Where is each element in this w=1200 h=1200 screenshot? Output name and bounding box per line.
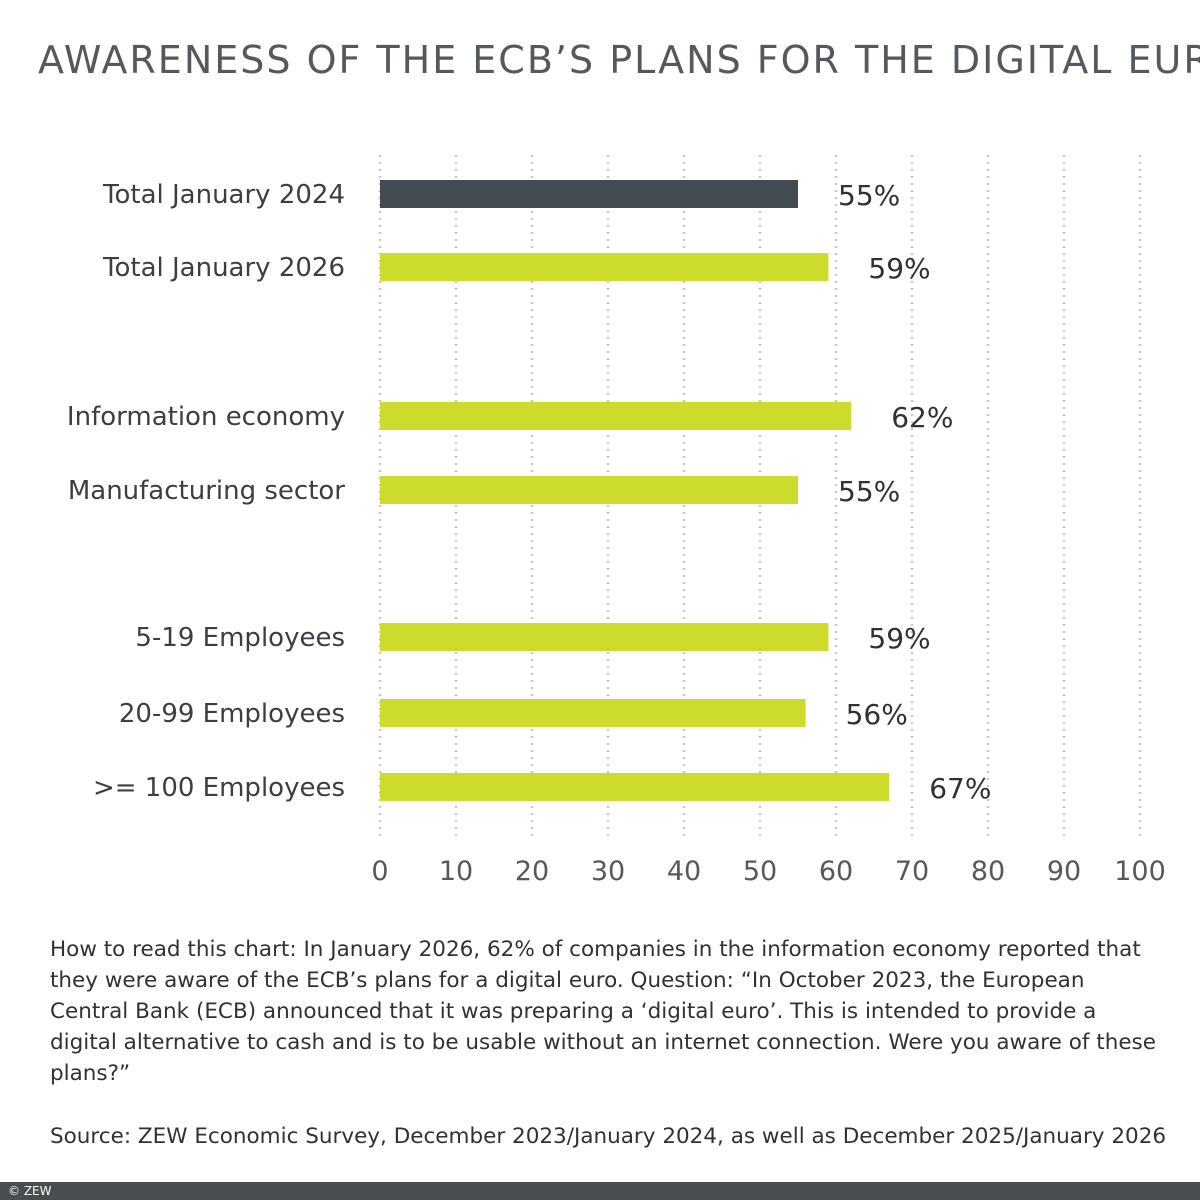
bar [380, 180, 798, 208]
x-tick-label: 40 [667, 856, 701, 887]
value-label: 56% [846, 698, 908, 731]
bar [380, 253, 829, 281]
value-label: 55% [838, 475, 900, 508]
x-tick-label: 60 [819, 856, 853, 887]
value-label: 55% [838, 179, 900, 212]
bar [380, 402, 852, 430]
x-tick-label: 100 [1114, 856, 1166, 887]
bar [380, 623, 829, 651]
x-tick-label: 10 [439, 856, 473, 887]
bar-chart: 0 10 20 30 40 50 60 70 80 90 100 Total January 2024… [67, 155, 1166, 887]
value-label: 59% [868, 622, 930, 655]
category-label: >= 100 Employees [93, 773, 345, 803]
category-label: Total January 2024 [102, 180, 345, 210]
value-label: 67% [929, 772, 991, 805]
x-tick-label: 90 [1047, 856, 1081, 887]
value-label: 62% [891, 401, 953, 434]
x-tick-label: 0 [371, 856, 388, 887]
category-label: 5-19 Employees [135, 623, 345, 653]
category-label: Information economy [67, 402, 345, 432]
x-tick-label: 20 [515, 856, 549, 887]
chart-reading-note: How to read this chart: In January 2026,… [50, 937, 1156, 1086]
x-tick-label: 70 [895, 856, 929, 887]
category-label: Manufacturing sector [68, 476, 345, 506]
footer-bar: © ZEW [0, 1182, 1200, 1200]
category-label: Total January 2026 [102, 253, 345, 283]
value-label: 59% [868, 252, 930, 285]
x-tick-label: 80 [971, 856, 1005, 887]
category-label: 20-99 Employees [119, 699, 345, 729]
x-tick-label: 50 [743, 856, 777, 887]
bar [380, 476, 798, 504]
bar [380, 699, 806, 727]
chart-title: AWARENESS OF THE ECB’S PLANS FOR THE DIG… [38, 38, 1200, 82]
source-note: Source: ZEW Economic Survey, December 20… [50, 1124, 1167, 1149]
bar [380, 773, 890, 801]
copyright-label: © ZEW [8, 1184, 52, 1198]
x-tick-label: 30 [591, 856, 625, 887]
